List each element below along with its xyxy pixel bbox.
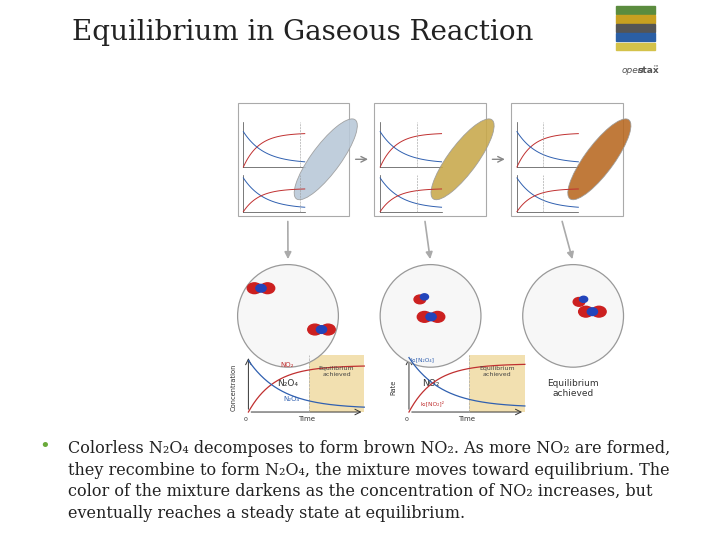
Text: stax: stax bbox=[638, 66, 660, 75]
Circle shape bbox=[256, 285, 266, 292]
Text: Concentration: Concentration bbox=[230, 364, 236, 411]
Ellipse shape bbox=[523, 265, 624, 367]
Text: they recombine to form N₂O₄, the mixture moves toward equilibrium. The: they recombine to form N₂O₄, the mixture… bbox=[68, 462, 670, 478]
Text: NO₂: NO₂ bbox=[281, 362, 294, 368]
Text: Equilibrium
achieved: Equilibrium achieved bbox=[547, 379, 599, 399]
Bar bbox=[227, 351, 367, 424]
Bar bbox=[616, 33, 655, 41]
Bar bbox=[616, 24, 655, 32]
Text: color of the mixture darkens as the concentration of NO₂ increases, but: color of the mixture darkens as the conc… bbox=[68, 483, 653, 500]
Circle shape bbox=[580, 296, 588, 302]
Text: Time: Time bbox=[298, 416, 315, 422]
Text: 0: 0 bbox=[404, 417, 408, 422]
Text: N₂O₄: N₂O₄ bbox=[277, 379, 299, 388]
Text: Rate: Rate bbox=[391, 380, 397, 395]
Text: ™: ™ bbox=[652, 66, 659, 71]
Bar bbox=[511, 103, 623, 216]
Ellipse shape bbox=[568, 119, 631, 200]
Circle shape bbox=[592, 306, 606, 317]
Text: •: • bbox=[40, 437, 50, 455]
Ellipse shape bbox=[294, 119, 357, 200]
Bar bbox=[616, 6, 655, 14]
Circle shape bbox=[420, 294, 428, 300]
Ellipse shape bbox=[380, 265, 481, 367]
Bar bbox=[309, 355, 364, 412]
Text: Colorless N₂O₄ decomposes to form brown NO₂. As more NO₂ are formed,: Colorless N₂O₄ decomposes to form brown … bbox=[68, 440, 670, 457]
Text: N₂O₄: N₂O₄ bbox=[283, 396, 300, 402]
Circle shape bbox=[431, 312, 445, 322]
Circle shape bbox=[426, 313, 436, 321]
Circle shape bbox=[261, 283, 275, 294]
Bar bbox=[616, 15, 655, 23]
Text: 0: 0 bbox=[243, 417, 248, 422]
Text: Equilibrium in Gaseous Reaction: Equilibrium in Gaseous Reaction bbox=[72, 19, 533, 46]
Bar bbox=[374, 103, 486, 216]
Circle shape bbox=[418, 312, 432, 322]
Circle shape bbox=[579, 306, 593, 317]
Text: open: open bbox=[621, 66, 644, 75]
Text: Equilibrium
achieved: Equilibrium achieved bbox=[319, 366, 354, 376]
Text: k₁[N₂O₄]: k₁[N₂O₄] bbox=[410, 357, 434, 362]
Text: eventually reaches a steady state at equilibrium.: eventually reaches a steady state at equ… bbox=[68, 505, 466, 522]
Circle shape bbox=[588, 308, 598, 315]
Bar bbox=[616, 43, 655, 50]
Bar bbox=[387, 351, 528, 424]
Text: k₂[NO₂]²: k₂[NO₂]² bbox=[420, 401, 444, 406]
Circle shape bbox=[414, 295, 426, 304]
Circle shape bbox=[321, 324, 336, 335]
Text: Equilibrium
achieved: Equilibrium achieved bbox=[480, 366, 515, 376]
Bar bbox=[469, 355, 525, 412]
Ellipse shape bbox=[238, 265, 338, 367]
Circle shape bbox=[316, 326, 327, 333]
Ellipse shape bbox=[431, 119, 494, 200]
Text: Time: Time bbox=[459, 416, 475, 422]
Bar bbox=[238, 103, 349, 216]
Circle shape bbox=[573, 298, 585, 306]
Circle shape bbox=[247, 283, 261, 294]
Text: NO₂: NO₂ bbox=[422, 379, 439, 388]
Circle shape bbox=[307, 324, 322, 335]
